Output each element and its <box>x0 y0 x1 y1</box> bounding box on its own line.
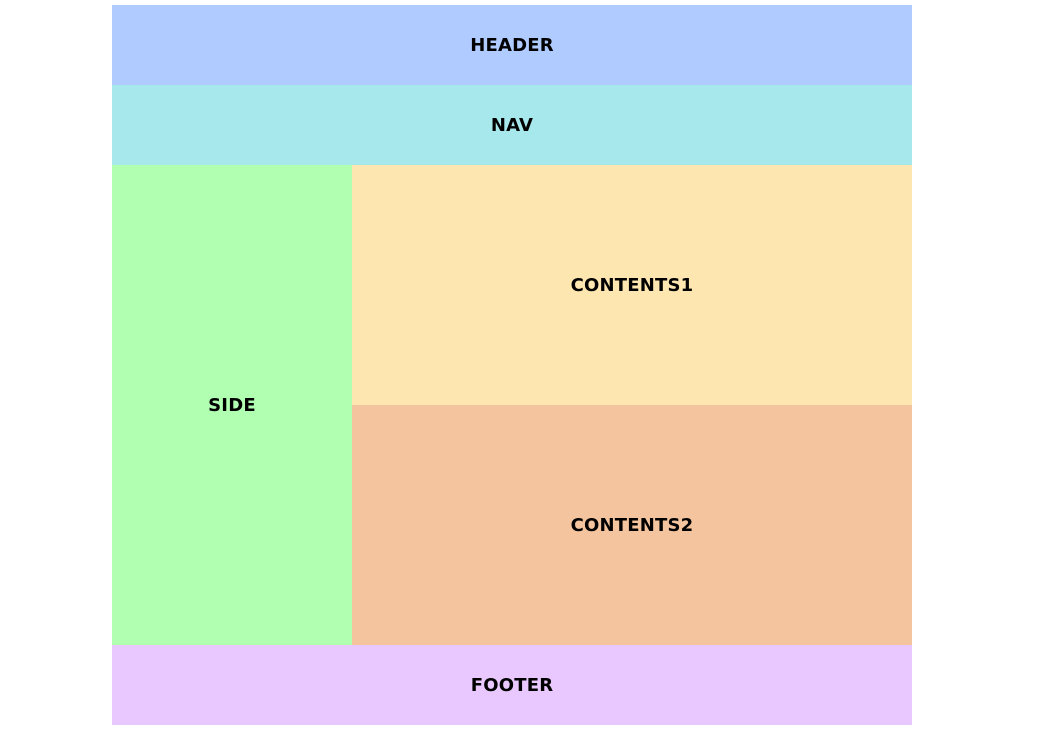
nav-label: NAV <box>490 114 534 136</box>
footer-label: FOOTER <box>470 674 554 696</box>
nav-region: NAV <box>112 85 912 165</box>
contents1-label: CONTENTS1 <box>570 274 694 296</box>
contents1-region: CONTENTS1 <box>352 165 912 405</box>
page-layout: HEADER NAV SIDE CONTENTS1 CONTENTS2 FOOT… <box>112 5 912 725</box>
side-region: SIDE <box>112 165 352 645</box>
header-label: HEADER <box>470 34 554 56</box>
footer-region: FOOTER <box>112 645 912 725</box>
contents2-region: CONTENTS2 <box>352 405 912 645</box>
header-region: HEADER <box>112 5 912 85</box>
side-label: SIDE <box>208 394 256 416</box>
contents2-label: CONTENTS2 <box>570 514 694 536</box>
